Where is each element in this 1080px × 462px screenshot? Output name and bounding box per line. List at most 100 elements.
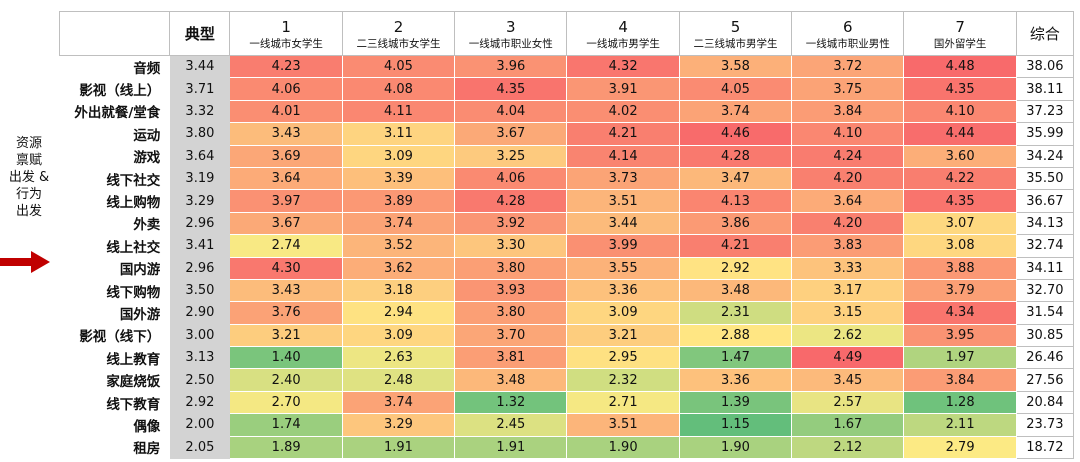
heatmap-cell: 3.96 — [454, 54, 568, 79]
heatmap-cell: 3.45 — [791, 368, 905, 392]
heatmap-cell: 3.64 — [791, 189, 905, 213]
heatmap-cell: 3.92 — [454, 211, 568, 236]
heatmap-cell: 1.32 — [454, 390, 568, 415]
total-cell: 36.67 — [1015, 189, 1075, 213]
heatmap-cell: 3.75 — [791, 77, 905, 101]
heatmap-cell: 3.21 — [229, 323, 343, 348]
segment-header: 6 一线城市职业男性 — [791, 11, 905, 56]
table-body: 音频 3.44 4.23 4.05 3.96 4.32 3.58 3.72 4.48 38.06 影… — [58, 54, 1075, 460]
segment-number: 7 — [955, 17, 965, 36]
heatmap-cell: 4.34 — [903, 301, 1017, 325]
heatmap-cell: 3.84 — [903, 368, 1017, 392]
table-row: 游戏 3.64 3.69 3.09 3.25 4.14 4.28 4.24 3.60 34.24 — [58, 144, 1075, 168]
heatmap-cell: 3.89 — [341, 189, 456, 213]
heatmap-cell: 4.23 — [229, 54, 343, 79]
total-cell: 32.74 — [1015, 234, 1075, 258]
row-label: 音频 — [58, 54, 171, 79]
side-label-line: 出发 — [15, 204, 42, 219]
heatmap-cell: 4.02 — [566, 99, 680, 124]
heatmap-cell: 3.74 — [678, 99, 793, 124]
heatmap-cell: 3.18 — [341, 278, 456, 303]
heatmap-cell: 4.20 — [791, 166, 905, 191]
heatmap-cell: 2.45 — [454, 413, 568, 437]
heatmap-cell: 3.08 — [903, 234, 1017, 258]
segment-number: 1 — [281, 17, 291, 36]
heatmap-cell: 3.55 — [566, 256, 680, 280]
heatmap-cell: 3.81 — [454, 346, 568, 370]
segment-name: 二三线城市女学生 — [356, 37, 441, 50]
total-cell: 35.99 — [1015, 122, 1075, 146]
corner-cell — [58, 11, 171, 56]
heatmap-cell: 3.60 — [903, 144, 1017, 168]
segment-number: 2 — [393, 17, 404, 36]
heatmap-cell: 1.97 — [903, 346, 1017, 370]
heatmap-cell: 3.76 — [229, 301, 343, 325]
segment-number: 3 — [506, 17, 516, 36]
segment-name: 二三线城市男学生 — [693, 37, 778, 50]
heatmap-cell: 4.06 — [229, 77, 343, 101]
row-label: 线下教育 — [58, 390, 171, 415]
table-row: 租房 2.05 1.89 1.91 1.91 1.90 1.90 2.12 2.79 18.72 — [58, 435, 1075, 460]
heatmap-cell: 2.63 — [341, 346, 456, 370]
segment-header: 4 一线城市男学生 — [566, 11, 680, 56]
heatmap-cell: 1.28 — [903, 390, 1017, 415]
table-row: 运动 3.80 3.43 3.11 3.67 4.21 4.46 4.10 4.44 35.99 — [58, 122, 1075, 146]
total-cell: 34.13 — [1015, 211, 1075, 236]
total-cell: 34.11 — [1015, 256, 1075, 280]
heatmap-cell: 3.97 — [229, 189, 343, 213]
row-label: 影视（线下） — [58, 323, 171, 348]
heatmap-cell: 3.91 — [566, 77, 680, 101]
total-cell: 20.84 — [1015, 390, 1075, 415]
heatmap-cell: 2.48 — [341, 368, 456, 392]
row-label: 外出就餐/堂食 — [58, 99, 171, 124]
heatmap-cell: 3.86 — [678, 211, 793, 236]
typical-cell: 3.64 — [169, 144, 231, 168]
heatmap-cell: 2.12 — [791, 435, 905, 460]
heatmap-cell: 3.95 — [903, 323, 1017, 348]
total-cell: 38.06 — [1015, 54, 1075, 79]
side-label-line: 禀赋 — [15, 153, 42, 168]
heatmap-cell: 4.08 — [341, 77, 456, 101]
heatmap-cell: 4.35 — [903, 77, 1017, 101]
heatmap-cell: 4.06 — [454, 166, 568, 191]
heatmap-cell: 2.62 — [791, 323, 905, 348]
table-row: 国内游 2.96 4.30 3.62 3.80 3.55 2.92 3.33 3.88 34.11 — [58, 256, 1075, 280]
heatmap-cell: 4.05 — [678, 77, 793, 101]
segment-number: 4 — [618, 17, 628, 36]
total-cell: 31.54 — [1015, 301, 1075, 325]
heatmap-cell: 1.15 — [678, 413, 793, 437]
heatmap-cell: 1.91 — [454, 435, 568, 460]
heatmap-cell: 3.21 — [566, 323, 680, 348]
typical-cell: 3.41 — [169, 234, 231, 258]
total-cell: 26.46 — [1015, 346, 1075, 370]
heatmap-cell: 4.11 — [341, 99, 456, 124]
heatmap-cell: 4.05 — [341, 54, 456, 79]
segment-header: 2 二三线城市女学生 — [341, 11, 456, 56]
row-label: 游戏 — [58, 144, 171, 168]
heatmap-cell: 2.31 — [678, 301, 793, 325]
row-label: 线下购物 — [58, 278, 171, 303]
heatmap-cell: 4.10 — [791, 122, 905, 146]
heatmap-cell: 2.40 — [229, 368, 343, 392]
total-cell: 35.50 — [1015, 166, 1075, 191]
table-row: 偶像 2.00 1.74 3.29 2.45 3.51 1.15 1.67 2.11 23.73 — [58, 413, 1075, 437]
heatmap-cell: 4.13 — [678, 189, 793, 213]
heatmap-cell: 3.09 — [341, 144, 456, 168]
row-label: 家庭烧饭 — [58, 368, 171, 392]
heatmap-cell: 3.72 — [791, 54, 905, 79]
segment-header: 3 一线城市职业女性 — [454, 11, 568, 56]
typical-cell: 2.92 — [169, 390, 231, 415]
total-cell: 23.73 — [1015, 413, 1075, 437]
row-label: 线下社交 — [58, 166, 171, 191]
heatmap-cell: 3.48 — [454, 368, 568, 392]
heatmap-cell: 2.57 — [791, 390, 905, 415]
heatmap-cell: 3.52 — [341, 234, 456, 258]
heatmap-cell: 3.62 — [341, 256, 456, 280]
heatmap-cell: 3.67 — [229, 211, 343, 236]
header-row: 典型 1 一线城市女学生 2 二三线城市女学生 3 一线城市职业女性 4 一线城市男学生 5 二三… — [58, 11, 1075, 56]
typical-cell: 2.90 — [169, 301, 231, 325]
heatmap-cell: 4.28 — [454, 189, 568, 213]
table-row: 线上社交 3.41 2.74 3.52 3.30 3.99 4.21 3.83 3.08 32.7… — [58, 234, 1075, 258]
table-row: 国外游 2.90 3.76 2.94 3.80 3.09 2.31 3.15 4.34 31.54 — [58, 301, 1075, 325]
heatmap-cell: 1.90 — [678, 435, 793, 460]
